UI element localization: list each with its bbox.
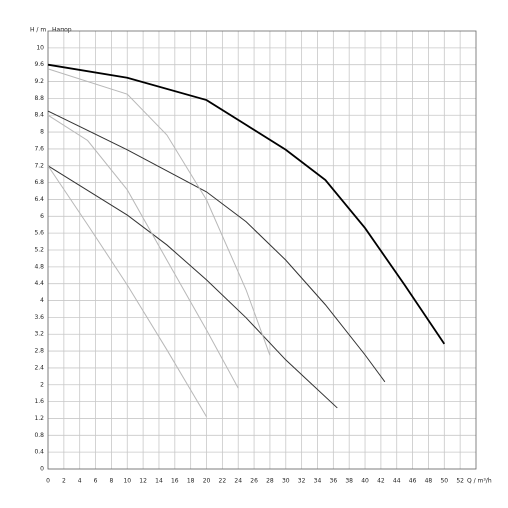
pump-curve	[47, 68, 271, 356]
y-tick-label: 2.8	[34, 348, 44, 355]
y-tick-label: 3.6	[34, 314, 44, 321]
y-tick-label: 2	[40, 381, 44, 388]
x-tick-label: 12	[139, 478, 147, 485]
y-tick-label: 5.6	[34, 230, 44, 237]
y-tick-label: 8.8	[34, 95, 44, 102]
x-tick-label: 36	[330, 478, 338, 485]
y-tick-label: 8	[40, 129, 44, 136]
y-tick-label: 4.8	[34, 263, 44, 270]
y-tick-label: 0	[40, 466, 44, 473]
y-tick-label: 8.4	[34, 112, 44, 119]
x-tick-label: 50	[440, 478, 448, 485]
y-tick-label: 3.2	[34, 331, 44, 338]
pump-curve	[47, 114, 239, 389]
y-tick-label: 0.8	[34, 432, 44, 439]
y-tick-label: 6	[40, 213, 44, 220]
x-tick-label: 16	[171, 478, 179, 485]
plot-frame	[47, 30, 477, 470]
y-tick-label: 6.8	[34, 179, 44, 186]
x-tick-label: 32	[298, 478, 306, 485]
x-tick-label: 44	[393, 478, 401, 485]
y-tick-label: 9.6	[34, 61, 44, 68]
y-tick-label: 5.2	[34, 247, 44, 254]
x-tick-label: 18	[187, 478, 195, 485]
x-tick-label: 0	[46, 478, 50, 485]
x-tick-label: 42	[377, 478, 385, 485]
x-tick-label: 8	[109, 478, 113, 485]
pump-curve	[47, 63, 446, 345]
y-tick-label: 7.2	[34, 162, 44, 169]
y-axis-title: Напор	[52, 27, 72, 34]
y-tick-label: 6.4	[34, 196, 44, 203]
x-tick-label: 46	[409, 478, 417, 485]
x-tick-label: 2	[62, 478, 66, 485]
x-tick-label: 4	[78, 478, 82, 485]
x-tick-label: 22	[219, 478, 227, 485]
x-tick-label: 52	[456, 478, 464, 485]
x-tick-label: 14	[155, 478, 163, 485]
x-tick-label: 28	[266, 478, 274, 485]
y-tick-label: 9.2	[34, 78, 44, 85]
y-tick-label: 7.6	[34, 145, 44, 152]
x-tick-label: 10	[123, 478, 131, 485]
x-tick-label: 34	[314, 478, 322, 485]
y-tick-label: 2.4	[34, 364, 44, 371]
x-axis-label: Q / m³/h	[467, 478, 492, 485]
y-tick-label: 0.4	[34, 449, 44, 456]
y-axis-label: H / m	[30, 27, 46, 34]
x-tick-label: 40	[361, 478, 369, 485]
y-tick-label: 1.6	[34, 398, 44, 405]
x-tick-label: 30	[282, 478, 290, 485]
pump-curve	[47, 110, 386, 383]
x-tick-label: 20	[203, 478, 211, 485]
y-tick-label: 10	[36, 44, 44, 51]
x-tick-label: 24	[234, 478, 242, 485]
pump-curve	[47, 165, 338, 409]
x-tick-label: 26	[250, 478, 258, 485]
x-tick-label: 48	[425, 478, 433, 485]
pump-curve	[47, 165, 207, 418]
x-tick-label: 6	[94, 478, 98, 485]
x-tick-label: 38	[345, 478, 353, 485]
y-tick-label: 4.4	[34, 280, 44, 287]
y-tick-label: 1.2	[34, 415, 44, 422]
y-tick-label: 4	[40, 297, 44, 304]
